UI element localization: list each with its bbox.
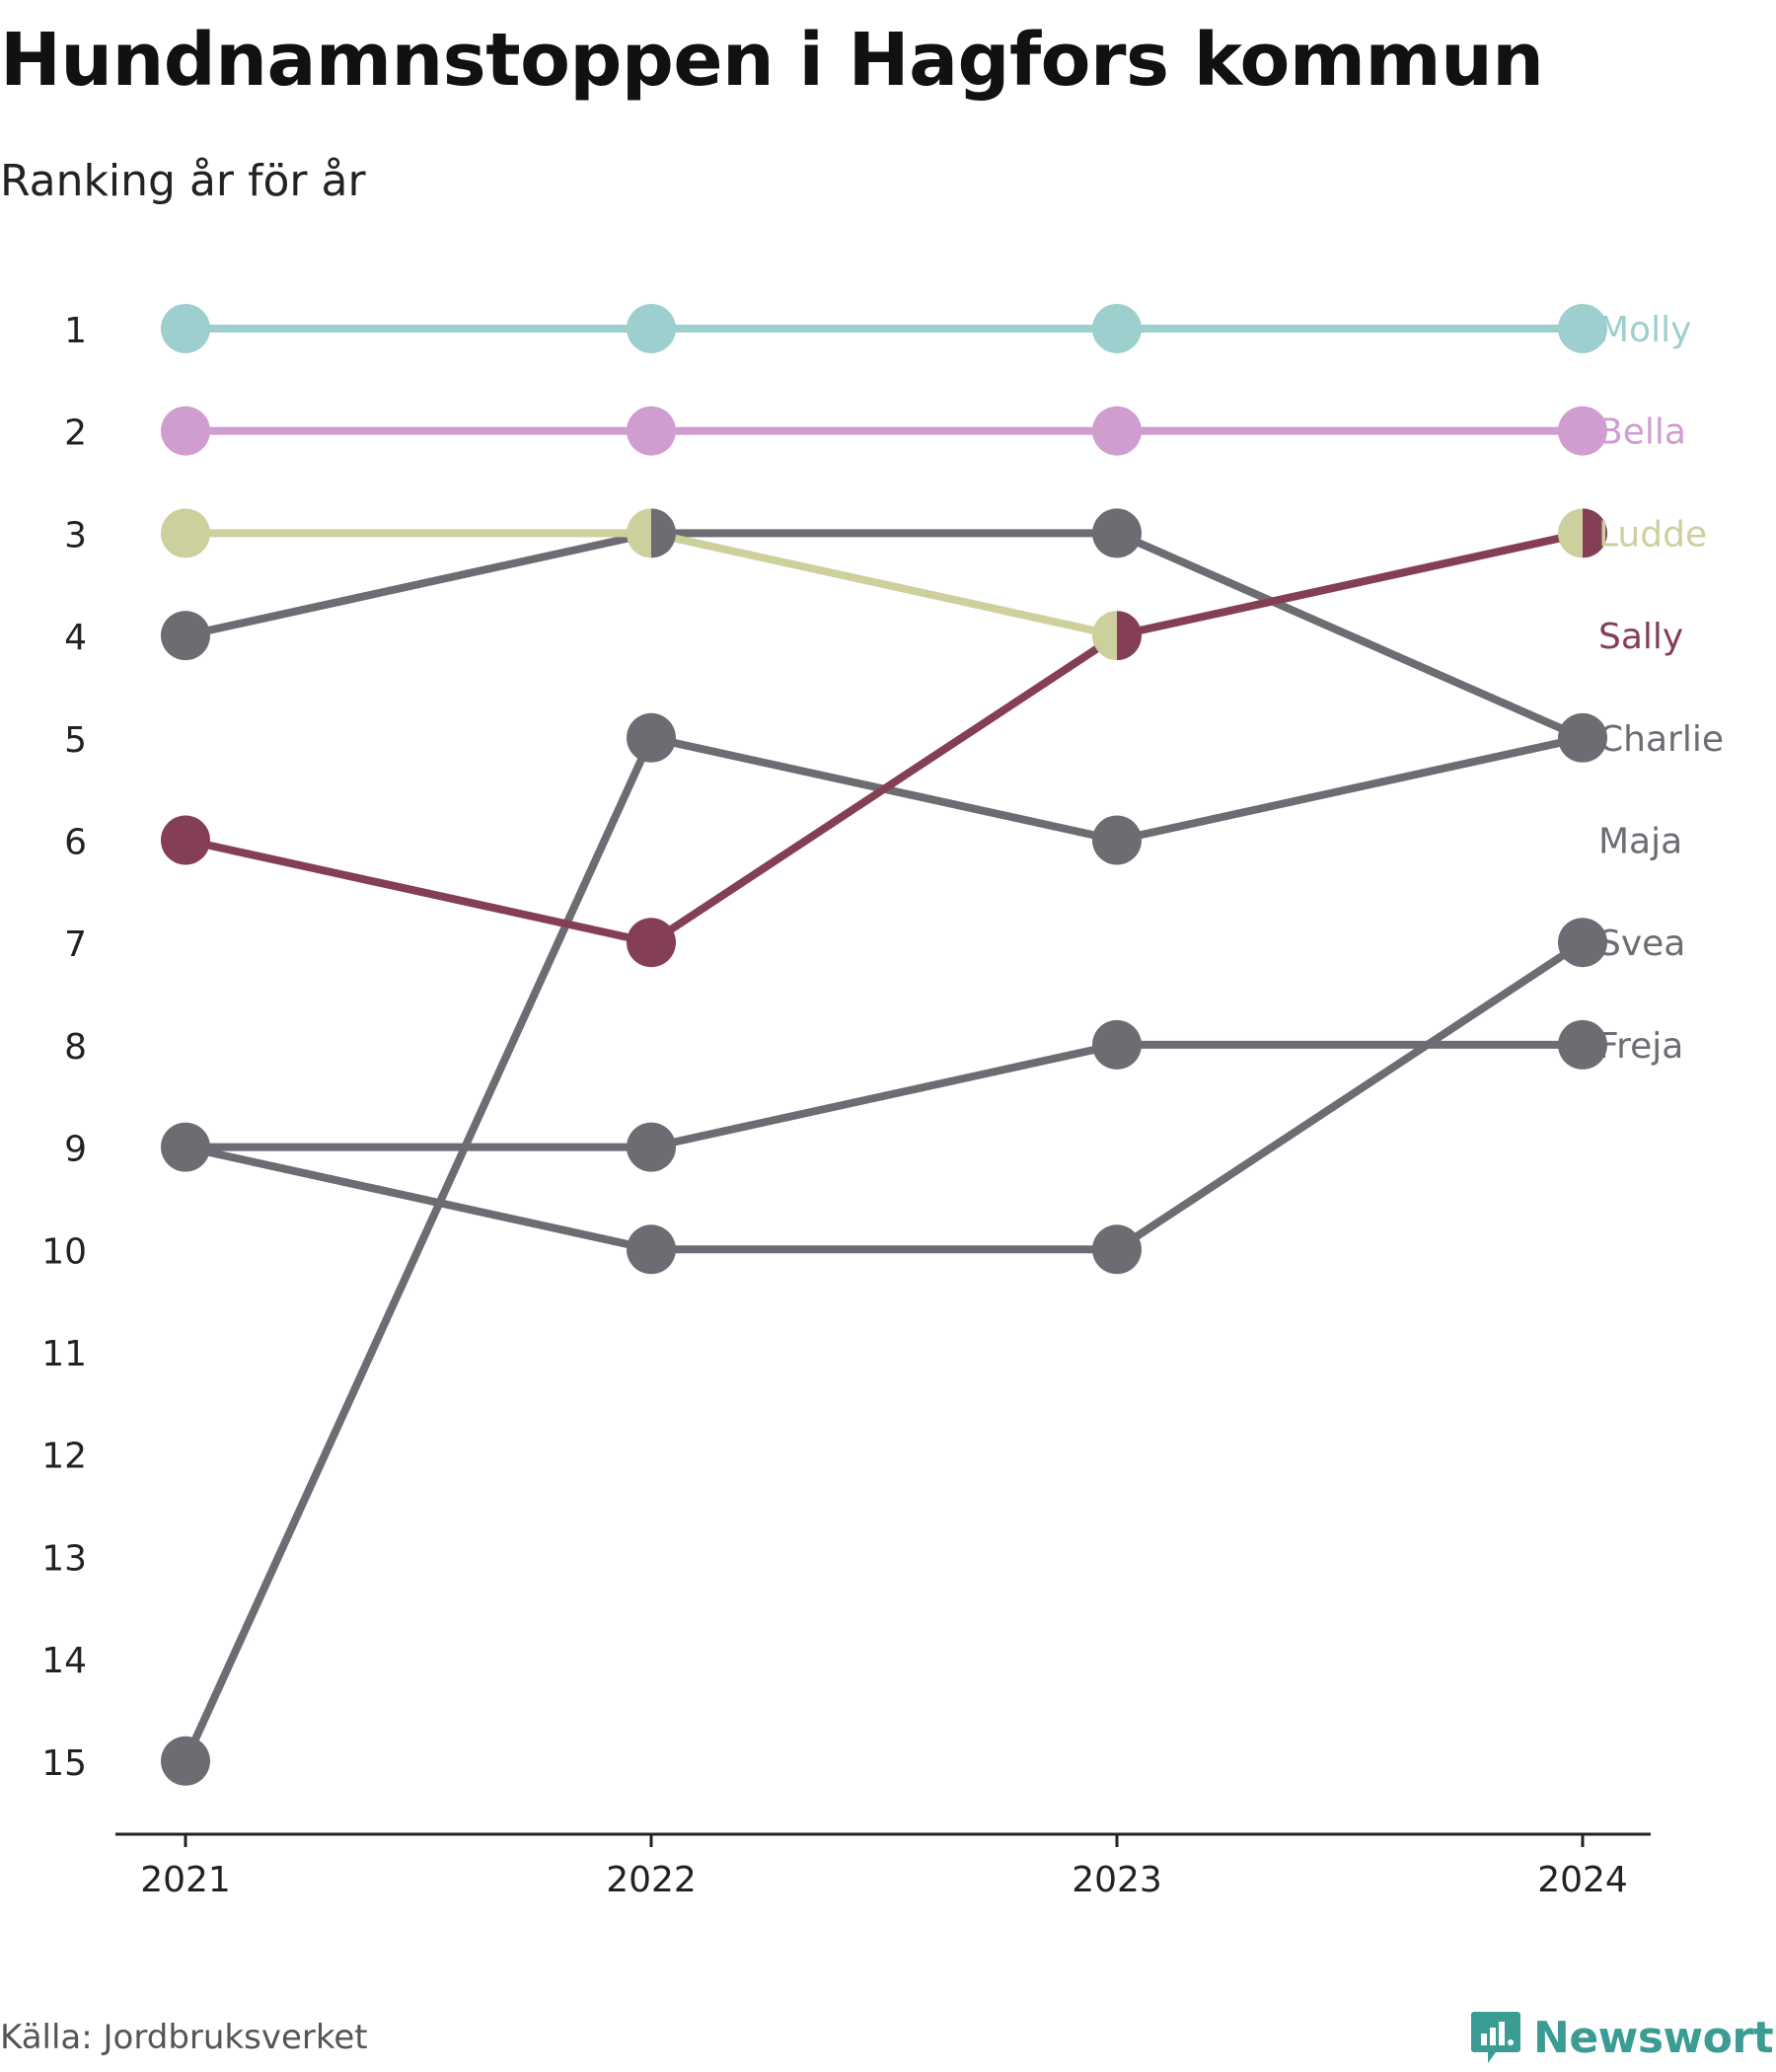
series-line-svea — [182, 938, 1587, 1254]
point-molly-2022 — [627, 304, 676, 353]
y-tick-label-14: 14 — [41, 1641, 87, 1681]
point-freja-2022 — [627, 1122, 676, 1172]
series-label-sally: Sally — [1598, 617, 1683, 657]
point-charlie-2024 — [1558, 712, 1583, 763]
point-freja-2023 — [1092, 1019, 1142, 1070]
brand-name: Newsworthy — [1533, 2012, 1776, 2063]
series-label-svea: Svea — [1598, 924, 1685, 964]
y-tick-label-7: 7 — [64, 925, 87, 965]
series-label-molly: Molly — [1598, 310, 1691, 350]
point-bella-2022 — [627, 406, 676, 456]
point-maja-2024 — [1583, 712, 1607, 763]
x-tick-label-2021: 2021 — [140, 1860, 231, 1900]
point-bella-2023 — [1092, 406, 1142, 456]
point-ludde-2024 — [1558, 508, 1583, 558]
point-freja-2024 — [1558, 1019, 1607, 1070]
point-maja-2023 — [1092, 815, 1142, 865]
point-bella-2024 — [1558, 406, 1607, 456]
series-label-freja: Freja — [1598, 1026, 1683, 1067]
y-tick-label-2: 2 — [64, 413, 87, 454]
point-molly-2023 — [1092, 304, 1142, 353]
point-maja-2021 — [161, 1736, 210, 1786]
point-freja-2021 — [185, 1122, 210, 1172]
series-label-charlie: Charlie — [1598, 719, 1724, 760]
series-line-freja — [182, 1040, 1587, 1151]
y-tick-label-12: 12 — [41, 1437, 87, 1477]
series-line-sally — [182, 529, 1587, 947]
series-line-ludde — [182, 529, 1587, 640]
y-tick-label-5: 5 — [64, 720, 87, 761]
point-sally-2024 — [1583, 508, 1607, 558]
point-charlie-2023 — [1092, 508, 1142, 558]
point-svea-2024 — [1558, 918, 1607, 968]
y-tick-label-1: 1 — [64, 311, 87, 351]
point-svea-2021 — [161, 1122, 185, 1172]
x-tick-label-2024: 2024 — [1537, 1860, 1628, 1900]
point-bella-2021 — [161, 406, 210, 456]
point-molly-2021 — [161, 304, 210, 353]
point-molly-2024 — [1558, 304, 1607, 353]
series-label-ludde: Ludde — [1598, 514, 1707, 555]
y-tick-label-11: 11 — [41, 1334, 87, 1374]
y-tick-label-8: 8 — [64, 1027, 87, 1068]
chart-logo-icon — [1471, 2012, 1520, 2063]
y-tick-label-4: 4 — [64, 618, 87, 658]
point-svea-2022 — [627, 1224, 676, 1275]
point-ludde-2023 — [1092, 611, 1117, 661]
point-charlie-2021 — [161, 611, 210, 661]
series-label-bella: Bella — [1598, 412, 1686, 453]
point-charlie-2022 — [651, 508, 676, 558]
point-maja-2022 — [627, 712, 676, 763]
source-note: Källa: Jordbruksverket — [0, 2018, 368, 2057]
point-ludde-2021 — [161, 508, 210, 558]
brand-logo: Newsworthy — [1470, 2010, 1776, 2065]
series-label-maja: Maja — [1598, 822, 1682, 862]
x-tick-label-2023: 2023 — [1072, 1860, 1162, 1900]
chart-title: Hundnamnstoppen i Hagfors kommun — [0, 18, 1544, 103]
point-sally-2021 — [161, 815, 210, 865]
y-tick-label-13: 13 — [41, 1538, 87, 1579]
y-tick-label-9: 9 — [64, 1130, 87, 1170]
point-sally-2023 — [1117, 611, 1142, 661]
y-tick-label-6: 6 — [64, 823, 87, 863]
series-line-charlie — [182, 529, 1587, 742]
y-tick-label-3: 3 — [64, 515, 87, 555]
point-svea-2023 — [1092, 1224, 1142, 1275]
y-tick-label-15: 15 — [41, 1743, 87, 1784]
y-tick-label-10: 10 — [41, 1231, 87, 1272]
point-sally-2022 — [627, 918, 676, 968]
chart-subtitle: Ranking år för år — [0, 156, 366, 206]
x-tick-label-2022: 2022 — [606, 1860, 697, 1900]
point-ludde-2022 — [627, 508, 651, 558]
